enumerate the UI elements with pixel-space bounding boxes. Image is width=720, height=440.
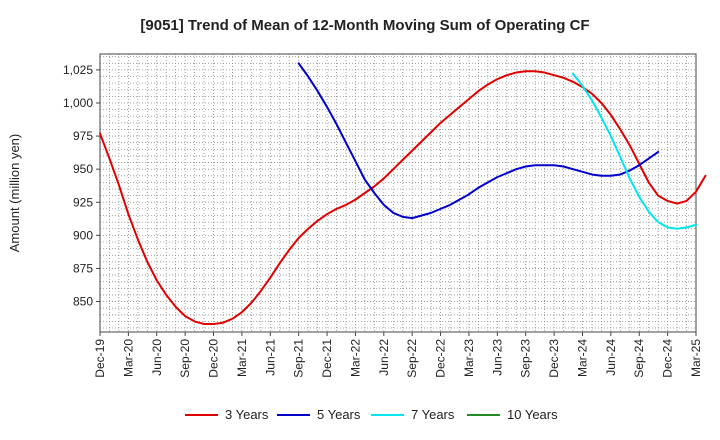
- x-tick-label: Dec-19: [93, 339, 107, 378]
- y-tick-label: 875: [73, 261, 93, 275]
- x-tick-label: Jun-23: [490, 339, 504, 376]
- x-tick-label: Sep-21: [292, 339, 306, 378]
- legend-label-10-years: 10 Years: [507, 407, 558, 422]
- x-tick-label: Mar-24: [575, 339, 589, 377]
- x-axis: Dec-19 Mar-20 Jun-20 Sep-20 Dec-20 Mar-21 Jun-…: [93, 332, 703, 378]
- x-tick-label: Sep-23: [519, 339, 533, 378]
- plot-area: [100, 54, 696, 332]
- y-tick-label: 925: [73, 195, 93, 209]
- x-tick-label: Sep-24: [632, 339, 646, 378]
- legend-label-3-years: 3 Years: [225, 407, 269, 422]
- legend-label-5-years: 5 Years: [317, 407, 361, 422]
- x-tick-label: Jun-22: [377, 339, 391, 376]
- series-line-7-years: [572, 72, 697, 230]
- chart-title: [9051] Trend of Mean of 12-Month Moving …: [140, 17, 589, 34]
- y-tick-label: 850: [73, 295, 93, 309]
- x-tick-label: Jun-21: [263, 339, 277, 376]
- y-tick-label: 1,025: [63, 63, 93, 77]
- x-tick-label: Dec-24: [661, 339, 675, 378]
- y-axis: 850 875 900 925 950 975 1,000 1,025: [63, 63, 100, 309]
- x-tick-label: Sep-22: [405, 339, 419, 378]
- y-tick-label: 900: [73, 228, 93, 242]
- x-tick-label: Mar-25: [689, 339, 703, 377]
- y-tick-label: 950: [73, 162, 93, 176]
- y-tick-label: 1,000: [63, 96, 93, 110]
- y-tick-label: 975: [73, 129, 93, 143]
- x-tick-label: Sep-20: [178, 339, 192, 378]
- series-line-3-years: [99, 70, 707, 326]
- x-tick-label: Mar-23: [462, 339, 476, 377]
- x-tick-label: Dec-20: [207, 339, 221, 378]
- x-tick-label: Dec-21: [320, 339, 334, 378]
- x-tick-label: Jun-20: [150, 339, 164, 376]
- x-tick-label: Dec-22: [434, 339, 448, 378]
- grid: [100, 54, 696, 332]
- series-lines: [99, 62, 707, 326]
- legend: 3 Years 5 Years 7 Years 10 Years: [185, 407, 558, 422]
- x-tick-label: Mar-22: [348, 339, 362, 377]
- x-tick-label: Mar-21: [235, 339, 249, 377]
- x-tick-label: Dec-23: [547, 339, 561, 378]
- x-tick-label: Mar-20: [121, 339, 135, 377]
- x-tick-label: Jun-24: [604, 339, 618, 376]
- series-line-5-years: [297, 62, 660, 220]
- y-axis-label: Amount (million yen): [7, 134, 22, 253]
- legend-label-7-years: 7 Years: [411, 407, 455, 422]
